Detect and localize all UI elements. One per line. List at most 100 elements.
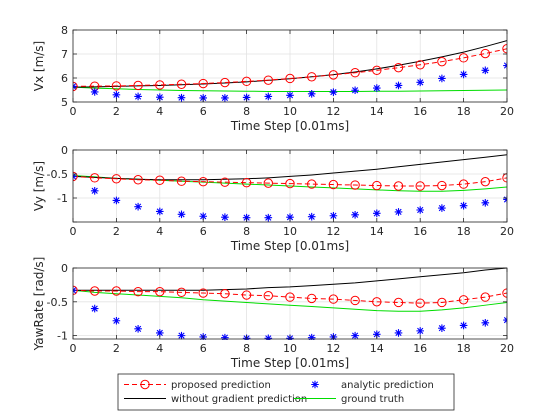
x-tick-label: 0 bbox=[70, 342, 77, 355]
point-proposed-prediction bbox=[393, 62, 404, 73]
legend-entry-analytic-prediction: analytic prediction bbox=[311, 380, 434, 391]
point-proposed-prediction bbox=[111, 81, 122, 91]
legend: proposed prediction analytic prediction wi… bbox=[117, 373, 455, 411]
point-proposed-prediction bbox=[437, 56, 447, 67]
y-tick-label: 7 bbox=[61, 48, 68, 61]
point-analytic-prediction bbox=[156, 93, 164, 101]
y-axis-label: Vy [m/s] bbox=[32, 161, 46, 211]
x-axis-label: Time Step [0.01ms] bbox=[230, 356, 349, 370]
point-proposed-prediction bbox=[372, 65, 382, 76]
point-proposed-prediction bbox=[393, 297, 404, 308]
y-tick-label: 8 bbox=[61, 24, 68, 37]
point-proposed-prediction bbox=[458, 53, 469, 63]
point-proposed-prediction bbox=[415, 298, 425, 308]
point-proposed-prediction bbox=[241, 76, 252, 87]
point-proposed-prediction bbox=[263, 178, 273, 188]
point-proposed-prediction bbox=[285, 292, 295, 302]
x-tick-label: 14 bbox=[370, 225, 384, 238]
point-proposed-prediction bbox=[241, 290, 252, 300]
x-tick-label: 8 bbox=[243, 342, 250, 355]
x-tick-label: 0 bbox=[70, 225, 77, 238]
point-analytic-prediction bbox=[90, 304, 99, 313]
point-analytic-prediction bbox=[221, 213, 229, 221]
point-proposed-prediction bbox=[285, 178, 295, 189]
legend-swatch-marker bbox=[140, 379, 150, 390]
point-proposed-prediction bbox=[480, 292, 490, 302]
point-analytic-prediction bbox=[394, 329, 403, 337]
point-proposed-prediction bbox=[220, 77, 230, 88]
x-tick-label: 16 bbox=[413, 342, 427, 355]
point-proposed-prediction bbox=[350, 295, 360, 306]
point-analytic-prediction bbox=[329, 211, 338, 220]
point-proposed-prediction bbox=[111, 174, 122, 184]
point-analytic-prediction bbox=[90, 187, 99, 195]
point-proposed-prediction bbox=[176, 79, 187, 89]
point-analytic-prediction bbox=[416, 78, 424, 87]
point-proposed-prediction bbox=[263, 75, 273, 85]
series-line-ground-truth bbox=[73, 86, 507, 92]
y-tick-label: -1 bbox=[57, 330, 68, 343]
series-line-proposed-prediction bbox=[73, 48, 507, 87]
point-proposed-prediction bbox=[480, 176, 490, 187]
point-proposed-prediction bbox=[307, 179, 317, 189]
x-tick-label: 18 bbox=[457, 105, 471, 118]
point-analytic-prediction bbox=[286, 91, 294, 100]
point-analytic-prediction bbox=[286, 213, 294, 221]
point-proposed-prediction bbox=[307, 293, 317, 304]
point-analytic-prediction bbox=[438, 324, 446, 332]
legend-label: proposed prediction bbox=[171, 380, 271, 391]
point-analytic-prediction bbox=[264, 92, 273, 101]
point-analytic-prediction bbox=[112, 196, 121, 205]
point-proposed-prediction bbox=[133, 286, 143, 297]
point-analytic-prediction bbox=[134, 202, 142, 211]
point-analytic-prediction bbox=[438, 204, 446, 212]
x-tick-label: 8 bbox=[243, 225, 250, 238]
subplot-3: 0 2 4 6 8 10 12 14 16 18 20 -1 -0.5 0 Time Step [0.01m… bbox=[32, 257, 514, 370]
point-proposed-prediction bbox=[372, 297, 382, 307]
point-proposed-prediction bbox=[155, 80, 165, 90]
legend-entry-without-gradient-prediction: without gradient prediction bbox=[124, 394, 307, 405]
point-analytic-prediction bbox=[112, 91, 121, 99]
point-proposed-prediction bbox=[415, 181, 425, 191]
point-analytic-prediction bbox=[199, 212, 207, 221]
x-tick-label: 18 bbox=[457, 342, 471, 355]
x-tick-label: 18 bbox=[457, 225, 471, 238]
point-analytic-prediction bbox=[90, 88, 99, 96]
point-proposed-prediction bbox=[220, 288, 230, 299]
point-analytic-prediction bbox=[438, 74, 446, 83]
y-tick-label: 5 bbox=[61, 96, 68, 109]
point-analytic-prediction bbox=[459, 321, 468, 330]
point-proposed-prediction bbox=[415, 60, 425, 70]
point-proposed-prediction bbox=[263, 291, 273, 301]
data-layer bbox=[73, 267, 507, 340]
legend-label: analytic prediction bbox=[341, 380, 434, 391]
point-proposed-prediction bbox=[198, 176, 208, 187]
data-layer bbox=[73, 154, 507, 222]
point-proposed-prediction bbox=[328, 70, 339, 80]
point-analytic-prediction bbox=[459, 70, 468, 79]
point-analytic-prediction bbox=[307, 212, 316, 221]
x-tick-label: 0 bbox=[70, 105, 77, 118]
point-proposed-prediction bbox=[133, 80, 143, 91]
point-analytic-prediction bbox=[307, 90, 316, 98]
x-tick-label: 6 bbox=[200, 225, 207, 238]
point-analytic-prediction bbox=[481, 318, 490, 327]
point-proposed-prediction bbox=[328, 294, 339, 304]
point-analytic-prediction bbox=[264, 334, 273, 340]
point-proposed-prediction bbox=[372, 180, 382, 191]
point-proposed-prediction bbox=[111, 286, 122, 296]
y-tick-label: -1 bbox=[57, 192, 68, 205]
x-tick-label: 10 bbox=[283, 105, 297, 118]
x-tick-label: 16 bbox=[413, 225, 427, 238]
x-axis-label: Time Step [0.01ms] bbox=[230, 119, 349, 133]
x-tick-label: 14 bbox=[370, 105, 384, 118]
point-proposed-prediction bbox=[176, 176, 187, 186]
point-analytic-prediction bbox=[112, 316, 121, 325]
series-line-proposed-prediction bbox=[73, 289, 507, 304]
point-analytic-prediction bbox=[394, 208, 403, 216]
x-tick-label: 8 bbox=[243, 105, 250, 118]
point-proposed-prediction bbox=[350, 68, 360, 78]
x-axis-label: Time Step [0.01ms] bbox=[230, 239, 349, 253]
